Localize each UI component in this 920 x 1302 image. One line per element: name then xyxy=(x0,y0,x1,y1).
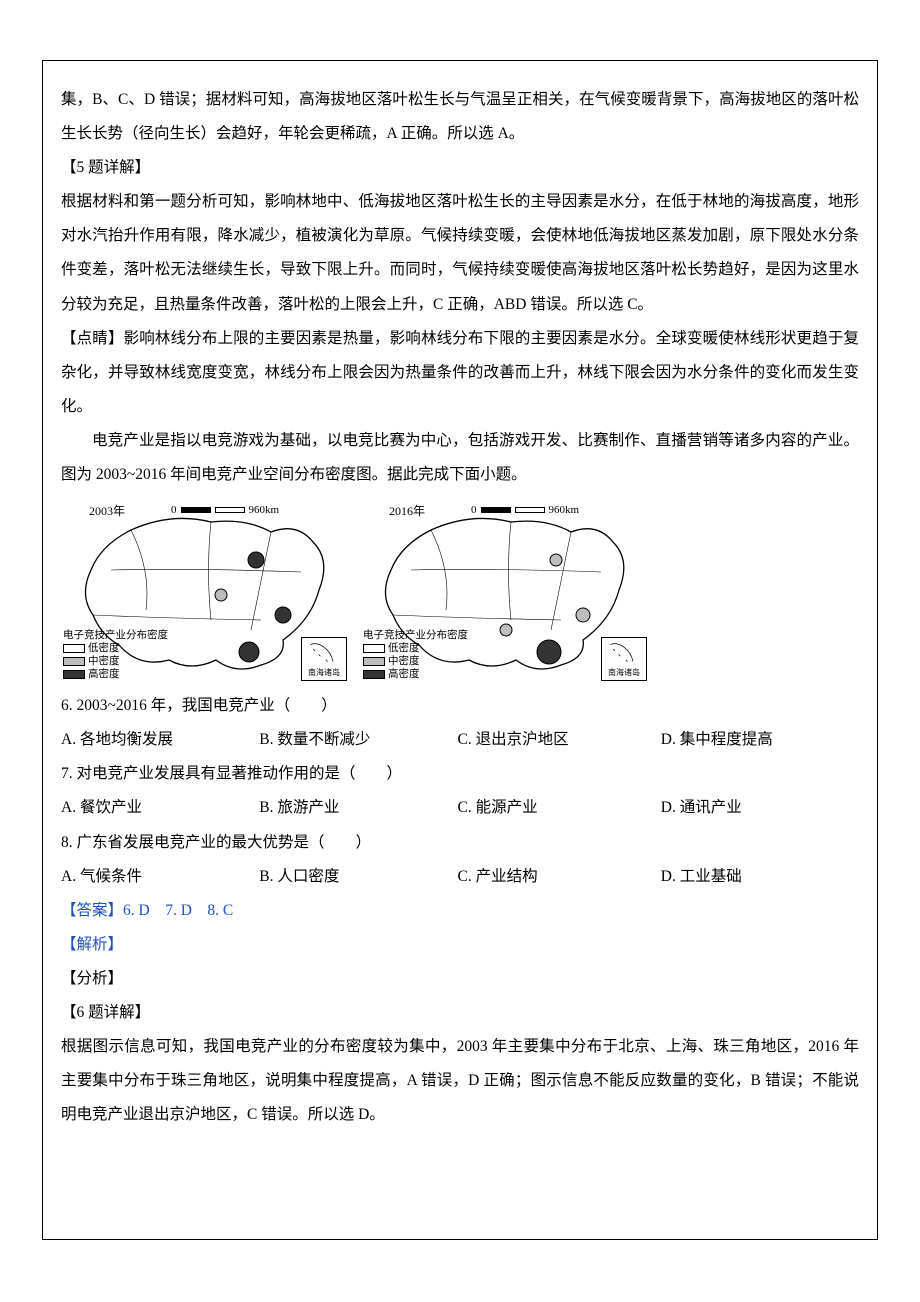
inset-label: 南海诸岛 xyxy=(308,667,340,678)
option-d: D. 工业基础 xyxy=(661,860,859,894)
option-b: B. 数量不断减少 xyxy=(259,723,457,757)
scale-bar: 0 960km xyxy=(471,504,579,516)
option-d: D. 集中程度提高 xyxy=(661,723,859,757)
option-a: A. 餐饮产业 xyxy=(61,791,259,825)
question8-stem: 8. 广东省发展电竞产业的最大优势是（ ） xyxy=(61,826,859,860)
legend-label-low: 低密度 xyxy=(88,642,120,655)
fenxi-heading: 【分析】 xyxy=(61,962,859,996)
option-c: C. 产业结构 xyxy=(458,860,661,894)
legend-label-low: 低密度 xyxy=(388,642,420,655)
scale-segment xyxy=(515,507,545,513)
page-frame: 集，B、C、D 错误；据材料可知，高海拔地区落叶松生长与气温呈正相关，在气候变暖… xyxy=(42,60,878,1240)
scale-bar: 0 960km xyxy=(171,504,279,516)
south-sea-inset: 南海诸岛 xyxy=(301,637,347,681)
legend-swatch-low xyxy=(363,644,385,653)
option-c: C. 退出京沪地区 xyxy=(458,723,661,757)
legend-label-mid: 中密度 xyxy=(388,655,420,668)
south-sea-inset: 南海诸岛 xyxy=(601,637,647,681)
question6-stem: 6. 2003~2016 年，我国电竞产业（ ） xyxy=(61,689,859,723)
option-b: B. 人口密度 xyxy=(259,860,457,894)
answer-line: 【答案】6. D 7. D 8. C xyxy=(61,894,859,928)
question6-detail-heading: 【6 题详解】 xyxy=(61,996,859,1030)
map-legend: 电子竞技产业分布密度 低密度 中密度 高密度 xyxy=(363,629,468,682)
legend-swatch-low xyxy=(63,644,85,653)
tip-paragraph: 【点睛】影响林线分布上限的主要因素是热量，影响林线分布下限的主要因素是水分。全球… xyxy=(61,322,859,424)
map-legend: 电子竞技产业分布密度 低密度 中密度 高密度 xyxy=(63,629,168,682)
passage-intro: 电竞产业是指以电竞游戏为基础，以电竞比赛为中心，包括游戏开发、比赛制作、直播营销… xyxy=(61,424,859,492)
legend-label-high: 高密度 xyxy=(88,668,120,681)
inset-label: 南海诸岛 xyxy=(608,667,640,678)
question8-options: A. 气候条件 B. 人口密度 C. 产业结构 D. 工业基础 xyxy=(61,860,859,894)
scale-start: 0 xyxy=(471,504,477,516)
question7-stem: 7. 对电竞产业发展具有显著推动作用的是（ ） xyxy=(61,757,859,791)
legend-title: 电子竞技产业分布密度 xyxy=(363,629,468,642)
scale-start: 0 xyxy=(171,504,177,516)
legend-swatch-mid xyxy=(63,657,85,666)
legend-swatch-high xyxy=(63,670,85,679)
map-year-label: 2016年 xyxy=(389,502,425,519)
scale-end: 960km xyxy=(549,504,580,516)
option-d: D. 通讯产业 xyxy=(661,791,859,825)
question7-options: A. 餐饮产业 B. 旅游产业 C. 能源产业 D. 通讯产业 xyxy=(61,791,859,825)
scale-end: 960km xyxy=(249,504,280,516)
map-year-label: 2003年 xyxy=(89,502,125,519)
option-a: A. 气候条件 xyxy=(61,860,259,894)
scale-segment xyxy=(215,507,245,513)
body-paragraph: 集，B、C、D 错误；据材料可知，高海拔地区落叶松生长与气温呈正相关，在气候变暖… xyxy=(61,83,859,151)
question5-detail-heading: 【5 题详解】 xyxy=(61,151,859,185)
analysis-heading: 【解析】 xyxy=(61,928,859,962)
scale-segment xyxy=(481,507,511,513)
legend-title: 电子竞技产业分布密度 xyxy=(63,629,168,642)
legend-swatch-high xyxy=(363,670,385,679)
body-paragraph: 根据材料和第一题分析可知，影响林地中、低海拔地区落叶松生长的主导因素是水分，在低… xyxy=(61,185,859,321)
legend-swatch-mid xyxy=(363,657,385,666)
option-c: C. 能源产业 xyxy=(458,791,661,825)
question6-options: A. 各地均衡发展 B. 数量不断减少 C. 退出京沪地区 D. 集中程度提高 xyxy=(61,723,859,757)
figure-row: 2003年 0 960km 电子竞技产业分布密度 低密度 中密度 高密度 xyxy=(61,500,859,685)
scale-segment xyxy=(181,507,211,513)
option-b: B. 旅游产业 xyxy=(259,791,457,825)
answer-8: 8. C xyxy=(207,902,233,919)
map-panel-2003: 2003年 0 960km 电子竞技产业分布密度 低密度 中密度 高密度 xyxy=(61,500,351,685)
body-paragraph: 根据图示信息可知，我国电竞产业的分布密度较为集中，2003 年主要集中分布于北京… xyxy=(61,1030,859,1132)
legend-label-high: 高密度 xyxy=(388,668,420,681)
option-a: A. 各地均衡发展 xyxy=(61,723,259,757)
answer-6: 6. D xyxy=(123,902,150,919)
answer-7: 7. D xyxy=(165,902,192,919)
map-panel-2016: 2016年 0 960km 电子竞技产业分布密度 低密度 中密度 高密度 xyxy=(361,500,651,685)
answer-label: 【答案】 xyxy=(61,902,123,919)
legend-label-mid: 中密度 xyxy=(88,655,120,668)
